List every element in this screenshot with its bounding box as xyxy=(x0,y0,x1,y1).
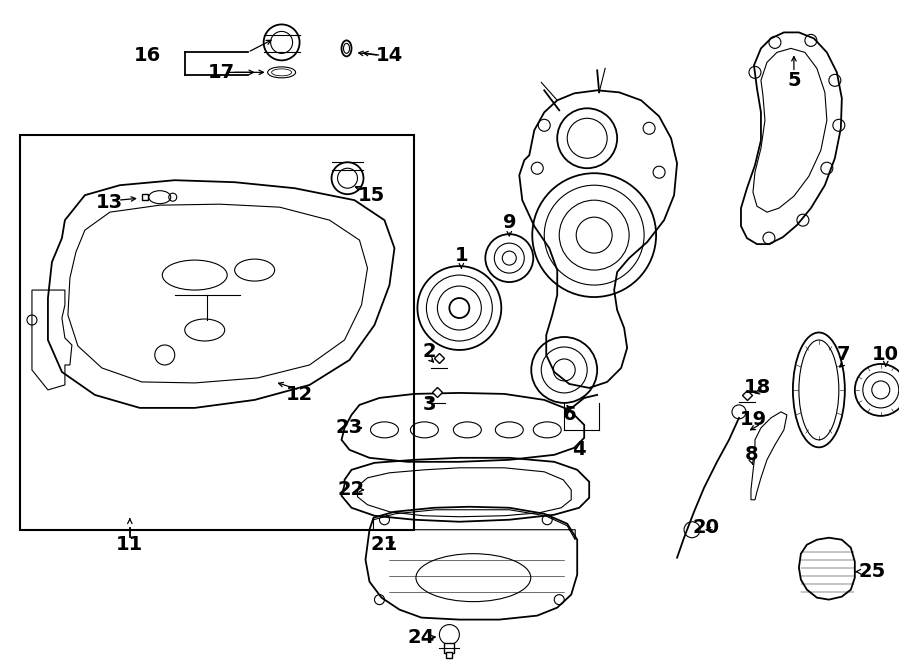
Text: 22: 22 xyxy=(338,481,365,499)
Text: 14: 14 xyxy=(376,46,403,65)
Text: 12: 12 xyxy=(286,385,313,405)
Text: 13: 13 xyxy=(96,192,123,212)
Text: 25: 25 xyxy=(859,562,886,581)
Text: 5: 5 xyxy=(788,71,801,90)
Text: 19: 19 xyxy=(740,410,767,430)
Text: 3: 3 xyxy=(423,395,436,414)
Text: 4: 4 xyxy=(572,440,586,459)
Text: 24: 24 xyxy=(408,628,435,647)
Text: 15: 15 xyxy=(358,186,385,205)
Text: 11: 11 xyxy=(116,535,143,554)
Text: 16: 16 xyxy=(134,46,161,65)
Text: 9: 9 xyxy=(502,213,516,231)
Text: 1: 1 xyxy=(454,246,468,264)
Text: 21: 21 xyxy=(371,535,398,554)
Text: 18: 18 xyxy=(743,378,771,397)
Text: 6: 6 xyxy=(562,405,576,424)
Text: 17: 17 xyxy=(208,63,235,82)
Text: 20: 20 xyxy=(692,518,719,537)
Bar xyxy=(20,136,414,529)
Text: 10: 10 xyxy=(872,346,899,364)
Text: 8: 8 xyxy=(745,446,759,464)
Text: 7: 7 xyxy=(837,346,850,364)
Text: 2: 2 xyxy=(423,342,436,362)
Text: 23: 23 xyxy=(336,418,363,438)
